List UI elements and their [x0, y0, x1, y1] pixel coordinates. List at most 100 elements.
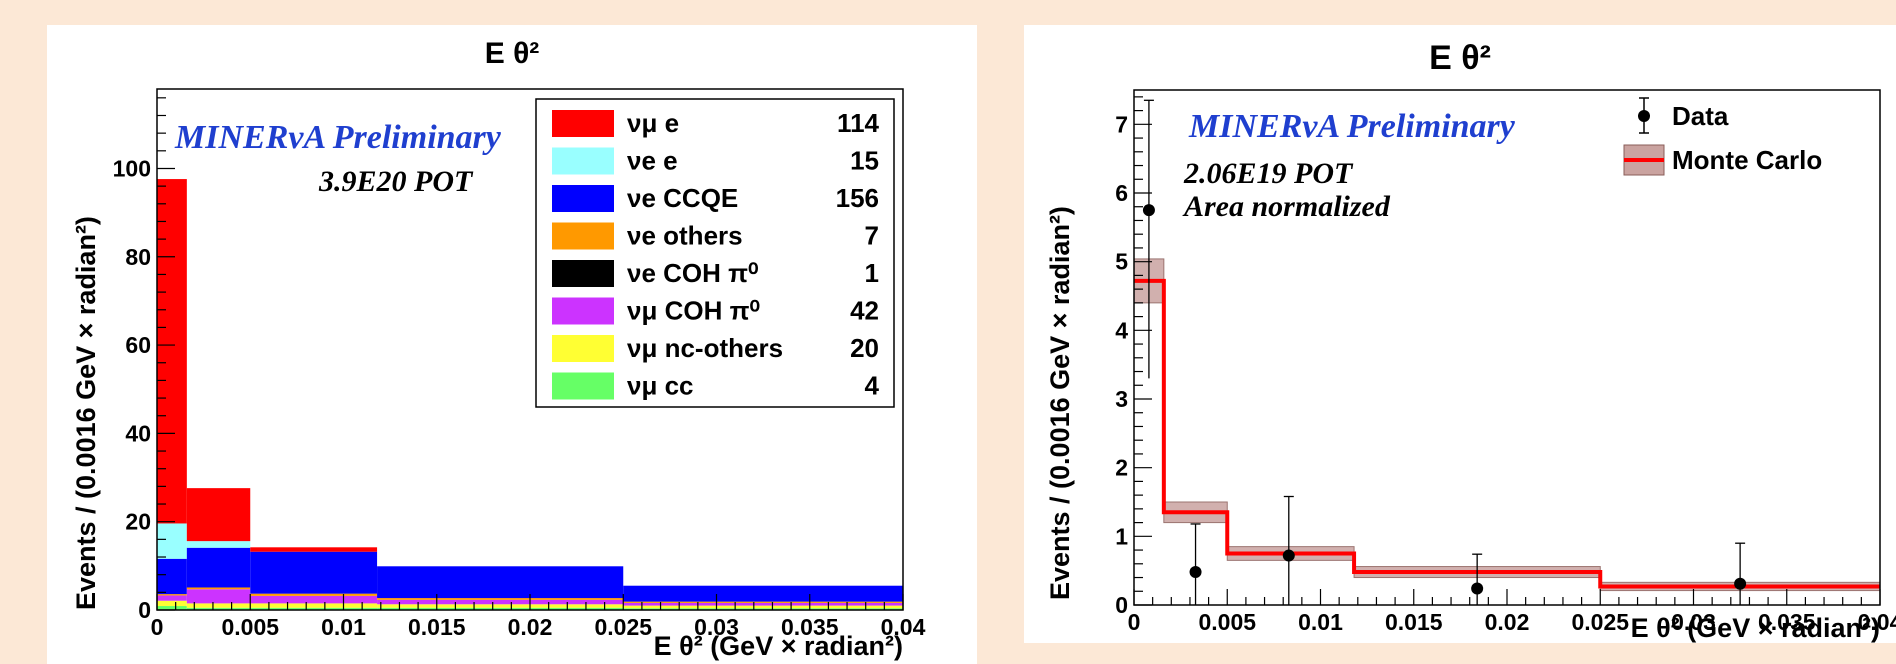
x-axis-label: E θ² (GeV × radian²): [1631, 613, 1880, 643]
x-tick-label: 0.005: [1198, 609, 1256, 635]
stack-bar-segment: [623, 601, 903, 603]
x-tick-label: 0.03: [1671, 609, 1716, 635]
x-tick-label: 0.01: [321, 614, 366, 640]
legend-data-marker: [1638, 110, 1650, 122]
legend-swatch: [552, 372, 614, 400]
legend-label: Data: [1672, 101, 1729, 131]
legend-label: νμ nc-others: [627, 333, 783, 363]
normalization-label: Area normalized: [1182, 190, 1391, 223]
x-tick-label: 0: [1128, 609, 1141, 635]
pot-label: 3.9E20 POT: [318, 165, 474, 198]
x-tick-label: 0: [151, 614, 164, 640]
x-tick-label: 0.015: [1385, 609, 1443, 635]
left-chart-panel: E θ² 0 0.005 0.01 0.015 0.02 0.025 0.03 0.035 0.…: [47, 25, 977, 664]
stack-bar-segment: [186, 589, 251, 604]
stack-bar-segment: [157, 179, 187, 524]
y-tick-label: 100: [113, 155, 151, 181]
legend-swatch: [552, 110, 614, 137]
chart-title: E θ²: [1429, 39, 1491, 77]
y-axis-label: Events / (0.0016 GeV × radian²): [71, 216, 101, 610]
stack-bar-segment: [250, 603, 378, 608]
right-chart-panel: E θ² 0 0.005 0.01 0.015 0.02 0.025 0.03 0.035 0.…: [1024, 25, 1896, 643]
stack-bar-segment: [250, 551, 378, 594]
stack-bar-segment: [186, 541, 251, 548]
stack-bar-segment: [377, 607, 624, 610]
y-tick-label: 60: [125, 332, 151, 358]
legend-label: νμ COH π⁰: [627, 296, 760, 326]
x-tick-label: 0.035: [1758, 609, 1816, 635]
preliminary-label: MINERvA Preliminary: [174, 119, 502, 156]
data-point: [1471, 582, 1484, 595]
legend-count: 4: [865, 371, 880, 401]
legend-count: 15: [850, 146, 879, 176]
x-tick-label: 0.005: [221, 614, 279, 640]
stack-bar-segment: [623, 585, 903, 602]
mc-step-line: [1134, 278, 1880, 589]
stack-bar-segment: [157, 523, 187, 559]
x-tick-label: 0.035: [781, 614, 839, 640]
y-tick-label: 2: [1115, 455, 1128, 481]
legend-count: 20: [850, 333, 879, 363]
y-tick-label: 5: [1115, 249, 1128, 275]
y-axis-label: Events / (0.0016 GeV × radian²): [1045, 206, 1075, 600]
right-chart: E θ² 0 0.005 0.01 0.015 0.02 0.025 0.03 0.035 0.…: [1045, 39, 1896, 643]
legend-count: 42: [850, 296, 879, 326]
legend-count: 1: [865, 258, 879, 288]
legend-swatch: [552, 147, 614, 175]
y-tick-label: 1: [1115, 523, 1128, 549]
stack-bar-segment: [623, 605, 903, 609]
pot-label: 2.06E19 POT: [1183, 157, 1354, 190]
x-tick-label: 0.03: [694, 614, 739, 640]
legend-count: 156: [836, 183, 879, 213]
y-tick-label: 4: [1115, 317, 1128, 343]
legend-label: νe e: [627, 146, 678, 176]
stack-bar-segment: [157, 606, 187, 610]
data-point: [1734, 577, 1747, 590]
data-point: [1189, 566, 1202, 579]
stack-bar-segment: [157, 600, 187, 607]
x-tick-label: 0.01: [1298, 609, 1343, 635]
stack-bar-segment: [157, 558, 187, 595]
y-tick-label: 40: [125, 420, 151, 446]
y-tick-label: 0: [1115, 592, 1128, 618]
stack-bar-segment: [250, 547, 378, 552]
stack-bar-segment: [623, 608, 903, 610]
x-tick-label: 0.025: [594, 614, 652, 640]
legend-swatch: [552, 260, 614, 287]
stack-bar-segment: [186, 488, 251, 542]
preliminary-label: MINERvA Preliminary: [1188, 108, 1516, 145]
stack-bar-segment: [250, 595, 378, 604]
x-tick-label: 0.04: [881, 614, 926, 640]
y-tick-label: 7: [1115, 111, 1128, 137]
stack-bar-segment: [186, 603, 251, 608]
x-tick-label: 0.02: [508, 614, 553, 640]
stack-bar-segment: [186, 607, 251, 610]
y-tick-label: 6: [1115, 180, 1128, 206]
stack-bar-segment: [186, 587, 251, 590]
x-axis-label: E θ² (GeV × radian²): [654, 631, 903, 661]
legend-label: νμ e: [627, 108, 679, 138]
stack-bar-segment: [377, 599, 624, 605]
stack-bar-segment: [377, 598, 624, 600]
stack-bar-segment: [157, 594, 187, 596]
x-tick-label: 0.02: [1485, 609, 1530, 635]
legend-swatch: [552, 185, 614, 212]
stack-bar-segment: [186, 547, 251, 588]
stack-bar-segment: [157, 595, 187, 601]
y-tick-label: 20: [125, 509, 151, 535]
data-point: [1142, 204, 1155, 217]
y-tick-label: 80: [125, 244, 151, 270]
stack-bar-segment: [623, 602, 903, 606]
x-tick-label: 0.025: [1571, 609, 1629, 635]
y-tick-label: 3: [1115, 386, 1128, 412]
x-tick-label: 0.04: [1858, 609, 1896, 635]
legend-count: 114: [837, 108, 879, 138]
legend-swatch: [552, 222, 614, 250]
x-tick-label: 0.015: [408, 614, 466, 640]
stack-bar-segment: [250, 607, 378, 610]
legend-swatch: [552, 297, 614, 325]
chart-title: E θ²: [485, 37, 540, 70]
data-point: [1282, 549, 1295, 562]
legend-label: νe COH π⁰: [627, 258, 758, 288]
stack-bar-segment: [377, 604, 624, 608]
